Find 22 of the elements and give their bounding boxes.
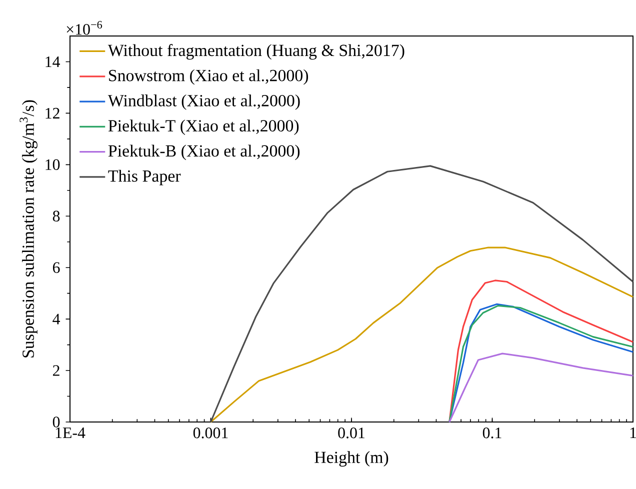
- x-tick-label: 0.001: [193, 428, 228, 438]
- y-tick-label: 8: [52, 210, 60, 222]
- y-tick-label: 4: [52, 314, 60, 324]
- x-axis-title: Height (m): [314, 451, 388, 467]
- legend-label: Piektuk-T (Xiao et al.,2000): [108, 120, 299, 135]
- legend-label: This Paper: [108, 170, 181, 186]
- x-tick-label: 1E-4: [56, 428, 86, 438]
- y-axis-title: Suspension sublimation rate (kg/m$^{3}$/s): [20, 100, 38, 358]
- legend-label: Without fragmentation (Huang & Shi,2017): [108, 44, 404, 60]
- y-tick-label: 0: [52, 416, 60, 428]
- y-tick-label: 12: [46, 108, 60, 118]
- legend-label: Piektuk-B (Xiao et al.,2000): [108, 144, 300, 160]
- legend-label: Snowstrom (Xiao et al.,2000): [109, 69, 308, 85]
- legend-label: Windblast (Xiao et al.,2000): [108, 94, 300, 110]
- y-tick-label: 6: [52, 262, 60, 273]
- y-tick-label: 2: [52, 365, 60, 376]
- x-tick-label: 0.01: [338, 428, 364, 438]
- y-tick-label: 10: [46, 159, 60, 170]
- text: ×10$^{−6}$: [66, 21, 102, 35]
- y-tick-label: 14: [46, 56, 60, 67]
- x-tick-label: 1: [630, 428, 636, 438]
- x-tick-label: 0.1: [482, 428, 502, 438]
